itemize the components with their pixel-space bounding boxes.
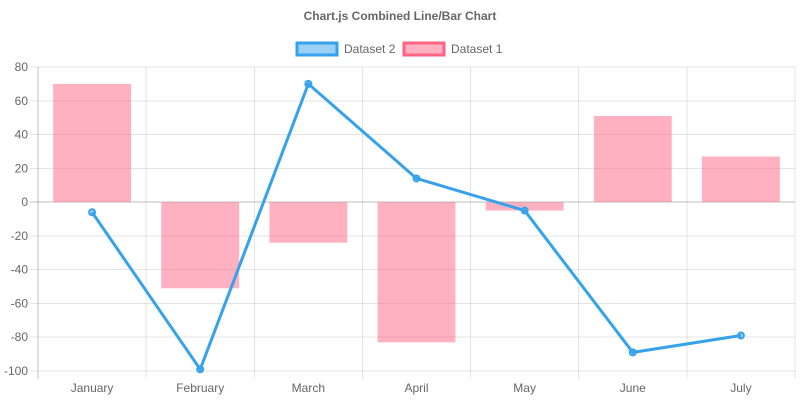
line-point-march[interactable] xyxy=(304,79,313,88)
legend-item-dataset-1[interactable]: Dataset 1 xyxy=(402,41,503,57)
y-tick-label: 20 xyxy=(15,161,29,175)
y-tick-label: 80 xyxy=(15,60,29,74)
y-tick-label: -80 xyxy=(11,330,29,344)
chart-title: Chart.js Combined Line/Bar Chart xyxy=(304,9,497,23)
x-tick-label: February xyxy=(176,381,224,395)
line-point-april[interactable] xyxy=(412,174,421,183)
line-point-january[interactable] xyxy=(88,208,97,217)
bar-january[interactable] xyxy=(53,83,132,203)
bar-april[interactable] xyxy=(377,202,456,343)
x-tick-label: January xyxy=(71,381,114,395)
x-tick-label: May xyxy=(513,381,536,395)
legend-item-dataset-2[interactable]: Dataset 2 xyxy=(295,41,396,57)
legend-label-dataset-1: Dataset 1 xyxy=(451,42,503,56)
legend-label-dataset-2: Dataset 2 xyxy=(344,42,396,56)
y-tick-label: 40 xyxy=(15,128,29,142)
legend-swatch-dataset-2 xyxy=(295,41,339,57)
y-axis: 80 60 40 20 0 -20 -40 -60 -80 -100 xyxy=(4,60,28,378)
y-tick-label: 60 xyxy=(15,94,29,108)
bar-february[interactable] xyxy=(161,202,240,289)
line-point-july[interactable] xyxy=(736,331,745,340)
x-tick-label: July xyxy=(730,381,751,395)
line-point-february[interactable] xyxy=(196,365,205,374)
y-tick-label: -20 xyxy=(11,229,29,243)
y-tick-label: -60 xyxy=(11,296,29,310)
x-tick-label: June xyxy=(620,381,646,395)
bar-march[interactable] xyxy=(269,202,348,243)
legend: Dataset 2 Dataset 1 xyxy=(295,41,503,57)
x-tick-label: April xyxy=(404,381,428,395)
y-tick-label: 0 xyxy=(21,195,28,209)
y-tick-label: -40 xyxy=(11,263,29,277)
legend-swatch-dataset-1 xyxy=(402,41,446,57)
line-point-june[interactable] xyxy=(628,348,637,357)
line-series xyxy=(88,79,745,374)
bar-series xyxy=(53,83,780,343)
bar-june[interactable] xyxy=(593,115,672,203)
x-tick-label: March xyxy=(292,381,325,395)
line-point-may[interactable] xyxy=(520,206,529,215)
x-axis: January February March April May June July xyxy=(71,381,752,395)
bar-july[interactable] xyxy=(701,156,780,203)
y-tick-label: -100 xyxy=(4,364,28,378)
bar-may[interactable] xyxy=(485,202,564,211)
